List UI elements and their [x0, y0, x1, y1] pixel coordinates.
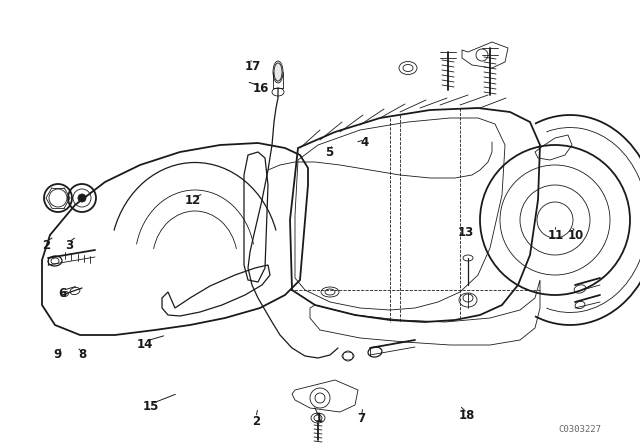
Text: 17: 17: [244, 60, 261, 73]
Text: C0303227: C0303227: [559, 426, 602, 435]
Text: 1: 1: [315, 412, 323, 426]
Text: 14: 14: [136, 337, 153, 351]
Ellipse shape: [273, 61, 283, 83]
Text: 8: 8: [78, 348, 86, 362]
Text: 2: 2: [252, 414, 260, 428]
Text: 5: 5: [326, 146, 333, 159]
Text: 12: 12: [185, 194, 202, 207]
Text: 4: 4: [361, 136, 369, 149]
Text: 15: 15: [142, 400, 159, 414]
Text: 6: 6: [59, 287, 67, 300]
Text: 3: 3: [65, 239, 73, 252]
Text: 9: 9: [54, 348, 61, 362]
Text: 13: 13: [458, 225, 474, 239]
Circle shape: [78, 194, 86, 202]
Text: 7: 7: [358, 412, 365, 426]
Text: 16: 16: [253, 82, 269, 95]
Text: 18: 18: [459, 409, 476, 422]
Text: 2: 2: [42, 239, 50, 252]
Text: 11: 11: [547, 228, 564, 242]
Text: 10: 10: [568, 228, 584, 242]
